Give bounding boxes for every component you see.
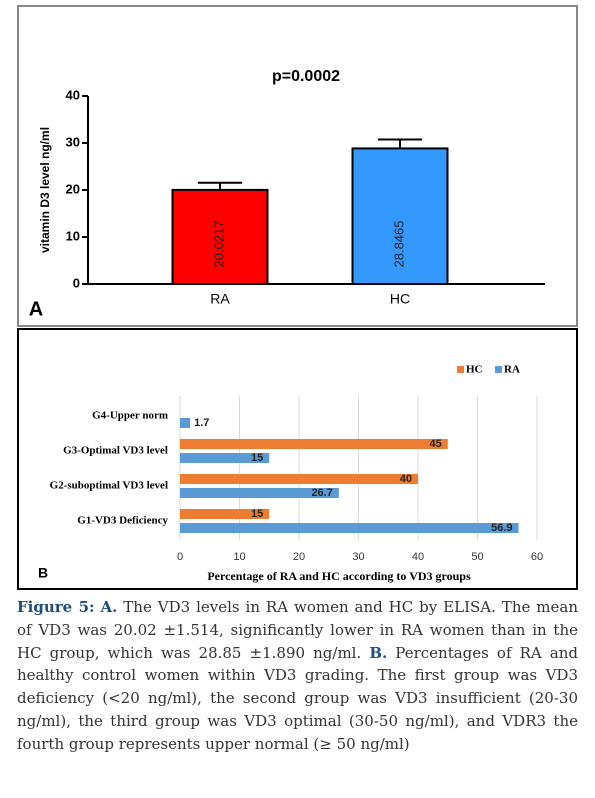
panel-a-frame xyxy=(17,5,578,327)
caption-marker: A. xyxy=(100,598,118,616)
value-label: 45 xyxy=(430,438,442,450)
bar xyxy=(180,509,270,519)
y-tick-label: 20 xyxy=(66,181,80,196)
y-axis-label: vitamin D3 level ng/ml xyxy=(38,127,52,253)
value-label: 40 xyxy=(400,473,412,485)
x-tick-label: 20 xyxy=(293,551,305,563)
x-tick-label: 30 xyxy=(352,551,364,563)
y-tick-label: G2-suboptimal VD3 level xyxy=(50,480,168,492)
caption-text: Percentages of RA and healthy control wo… xyxy=(17,643,579,753)
legend-swatch xyxy=(457,366,464,373)
bar xyxy=(180,488,339,498)
panel-label: A xyxy=(29,298,43,320)
y-tick-label: 40 xyxy=(66,87,80,102)
legend-swatch xyxy=(495,366,502,373)
x-tick-label: 10 xyxy=(233,551,245,563)
value-label: 15 xyxy=(251,508,263,520)
chart-title: p=0.0002 xyxy=(272,68,340,85)
value-label: 20.0217 xyxy=(211,221,226,268)
value-label: 28.8465 xyxy=(391,221,406,268)
value-label: 15 xyxy=(251,452,263,464)
x-tick-label: 0 xyxy=(177,551,183,563)
legend-label: HC xyxy=(466,364,483,376)
caption-text: The VD3 levels in RA women and HC by ELI… xyxy=(17,598,578,662)
bar xyxy=(180,474,418,484)
x-axis-label: Percentage of RA and HC according to VD3… xyxy=(207,569,471,583)
y-tick-label: G4-Upper norm xyxy=(92,410,168,422)
panel-b-frame xyxy=(17,328,578,590)
x-tick-label: 40 xyxy=(412,551,424,563)
value-label: 26.7 xyxy=(311,487,332,499)
y-tick-label: G3-Optimal VD3 level xyxy=(63,445,168,457)
x-tick-label: 60 xyxy=(531,551,543,563)
y-tick-label: 30 xyxy=(66,134,80,149)
y-tick-label: G1-VD3 Deficiency xyxy=(77,515,168,527)
caption-marker: B. xyxy=(369,643,388,662)
value-label: 1.7 xyxy=(194,417,209,429)
caption: Figure 5: A. The VD3 levels in RA women … xyxy=(17,596,578,756)
bar xyxy=(180,439,448,449)
x-tick-label: RA xyxy=(210,291,230,307)
caption-label: Figure 5: xyxy=(17,598,95,616)
y-tick-label: 0 xyxy=(73,275,80,290)
bar xyxy=(180,453,270,463)
value-label: 56.9 xyxy=(491,522,512,534)
bar xyxy=(180,523,519,533)
panel-label: B xyxy=(38,565,48,581)
y-tick-label: 10 xyxy=(66,228,80,243)
bar xyxy=(180,418,191,428)
bar xyxy=(171,188,269,285)
x-tick-label: HC xyxy=(390,291,410,307)
x-tick-label: 50 xyxy=(471,551,483,563)
legend-label: RA xyxy=(504,364,520,376)
